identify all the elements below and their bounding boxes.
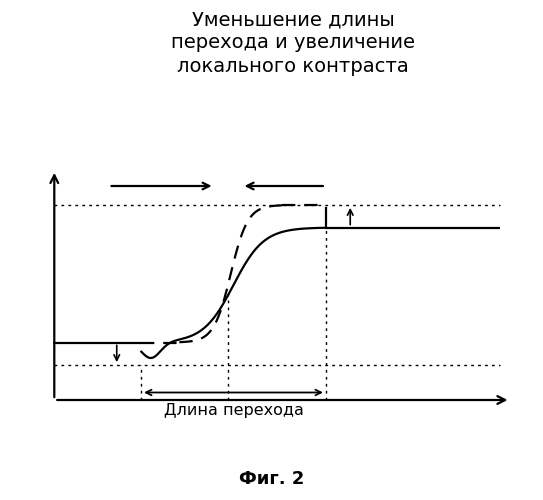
- Text: Длина перехода: Длина перехода: [163, 404, 304, 418]
- Text: Уменьшение длины
перехода и увеличение
локального контраста: Уменьшение длины перехода и увеличение л…: [171, 10, 415, 76]
- Text: Фиг. 2: Фиг. 2: [239, 470, 304, 488]
